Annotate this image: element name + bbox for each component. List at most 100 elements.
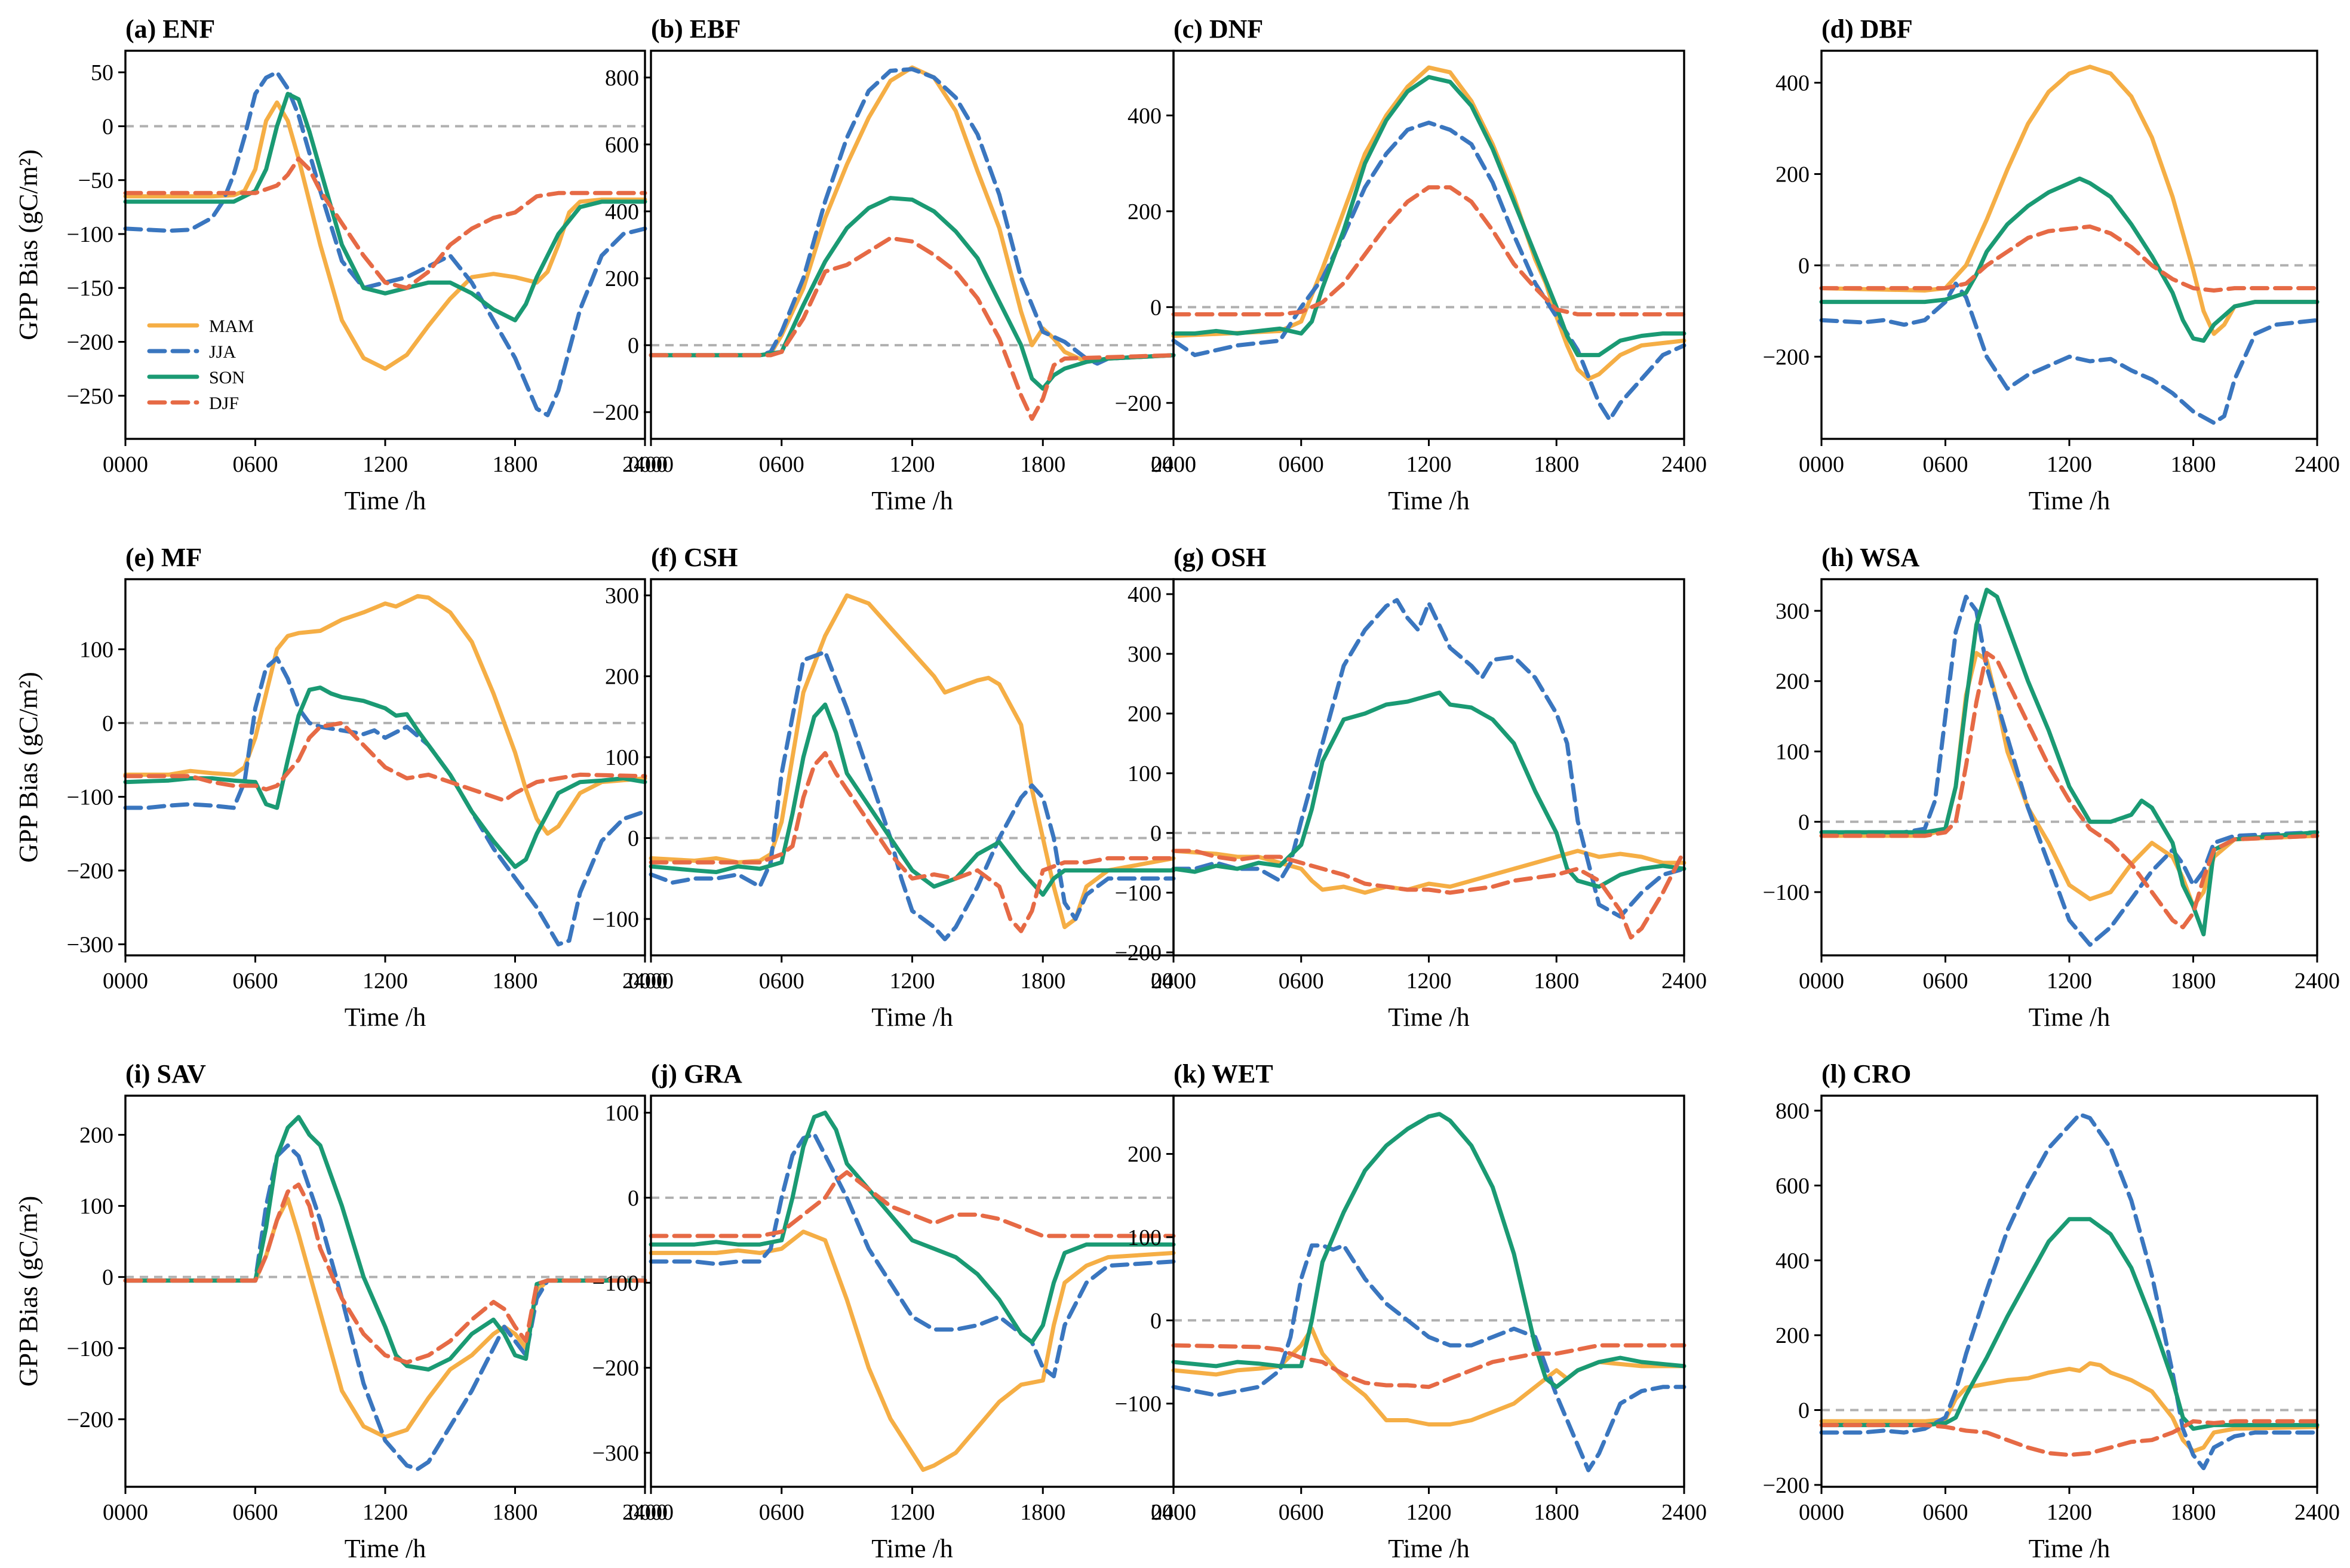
y-tick-label: 800 xyxy=(605,66,639,91)
plot-frame xyxy=(650,1094,1175,1488)
x-tick-label: 0600 xyxy=(1279,969,1324,994)
y-tick-label: 0 xyxy=(102,1265,113,1290)
x-tick-label: 2400 xyxy=(1661,452,1707,477)
y-tick-label: 300 xyxy=(1775,599,1810,624)
series-line-jja xyxy=(123,1143,647,1471)
subplot-5: (e) MF 0000 0600 1200 1800 2400 100 0 −100 −200 −3… xyxy=(14,543,668,1032)
x-tick-label: 1200 xyxy=(890,452,935,477)
subplot-2: (b) EBF 0000 0600 1200 1800 2400 800 600 400 200 0… xyxy=(592,14,1196,515)
plot-frame xyxy=(1820,578,2318,957)
x-tick-label: 2400 xyxy=(1661,1500,1707,1525)
series-line-djf xyxy=(1171,185,1687,316)
y-tick-label: 100 xyxy=(1128,1225,1162,1250)
series-line-son xyxy=(123,685,647,869)
x-axis-label: Time /h xyxy=(871,1003,953,1032)
x-tick-label: 1200 xyxy=(363,1500,408,1525)
y-tick-label: 200 xyxy=(1128,199,1162,225)
y-axis-label: GPP Bias (gC/m²) xyxy=(14,672,43,863)
x-tick-label: 2400 xyxy=(1151,969,1196,994)
x-tick-label: 1200 xyxy=(2047,452,2092,477)
series-line-jja xyxy=(649,650,1176,942)
x-tick-label: 2400 xyxy=(2294,452,2340,477)
x-tick-label: 0600 xyxy=(1279,452,1324,477)
series-line-mam xyxy=(123,594,647,836)
series-line-jja xyxy=(1819,1112,2320,1471)
series-line-mam xyxy=(123,1197,647,1440)
legend: MAM JJA SON DJF xyxy=(147,316,254,413)
series-line-djf xyxy=(1819,1419,2320,1458)
x-tick-label: 0000 xyxy=(1799,1500,1844,1525)
y-tick-label: −50 xyxy=(78,168,113,193)
series-line-son xyxy=(123,1115,647,1372)
y-tick-label: 0 xyxy=(1150,295,1162,320)
x-tick-label: 0600 xyxy=(1923,1500,1968,1525)
y-tick-label: 300 xyxy=(1128,642,1162,667)
y-tick-label: 0 xyxy=(628,1186,639,1211)
y-tick-label: −300 xyxy=(592,1441,639,1466)
subplot-11: (k) WET 0000 0600 1200 1800 2400 200 100 0 −100 Ti… xyxy=(1115,1059,1707,1563)
x-tick-label: 0000 xyxy=(628,1500,674,1525)
series-line-son xyxy=(649,1111,1176,1345)
subplot-title: (a) ENF xyxy=(125,14,215,44)
x-tick-label: 1200 xyxy=(1406,1500,1452,1525)
y-tick-label: 600 xyxy=(1775,1173,1810,1198)
subplot-4: (d) DBF 0000 0600 1200 1800 2400 400 200 0 −200 Ti… xyxy=(1763,14,2340,515)
x-tick-label: 0000 xyxy=(1799,969,1844,994)
y-tick-label: 0 xyxy=(102,114,113,139)
x-axis-label: Time /h xyxy=(1388,486,1470,515)
y-tick-label: −200 xyxy=(1115,940,1162,966)
x-tick-label: 1800 xyxy=(1534,452,1579,477)
x-tick-label: 1800 xyxy=(493,1500,538,1525)
series-line-djf xyxy=(649,1170,1176,1238)
series-line-mam xyxy=(649,65,1176,364)
y-tick-label: 200 xyxy=(1128,1142,1162,1167)
y-tick-label: 400 xyxy=(1775,1249,1810,1274)
x-tick-label: 1200 xyxy=(363,969,408,994)
y-tick-label: −250 xyxy=(67,384,113,409)
x-tick-label: 1200 xyxy=(890,1500,935,1525)
y-tick-label: −100 xyxy=(67,785,113,810)
x-tick-label: 0600 xyxy=(759,1500,804,1525)
subplot-title: (b) EBF xyxy=(651,14,741,44)
x-tick-label: 0600 xyxy=(1923,969,1968,994)
x-tick-label: 2400 xyxy=(622,969,668,994)
y-tick-label: 200 xyxy=(605,665,639,690)
series-line-djf xyxy=(1819,651,2320,930)
x-tick-label: 1800 xyxy=(1020,969,1065,994)
subplot-title: (k) WET xyxy=(1174,1059,1273,1089)
x-tick-label: 1200 xyxy=(1406,452,1452,477)
y-tick-label: 300 xyxy=(605,583,639,608)
series-line-mam xyxy=(1171,848,1687,895)
plot-frame xyxy=(124,50,646,440)
plot-frame xyxy=(1820,50,2318,440)
series-line-djf xyxy=(123,721,647,803)
x-tick-label: 1800 xyxy=(493,452,538,477)
legend-label-jja: JJA xyxy=(209,342,236,362)
y-tick-label: 200 xyxy=(1128,702,1162,727)
series-line-djf xyxy=(123,156,647,290)
subplot-title: (e) MF xyxy=(125,543,202,572)
y-tick-label: 0 xyxy=(1150,1308,1162,1333)
y-tick-label: −200 xyxy=(592,400,639,425)
legend-label-djf: DJF xyxy=(209,393,239,413)
y-tick-label: −200 xyxy=(1763,345,1810,370)
series-line-mam xyxy=(1819,64,2320,336)
subplot-title: (i) SAV xyxy=(125,1059,206,1089)
y-tick-label: 100 xyxy=(1775,740,1810,765)
y-tick-label: 200 xyxy=(1775,669,1810,694)
plot-frame xyxy=(650,50,1175,440)
plot-frame xyxy=(1172,1094,1685,1488)
y-tick-label: 100 xyxy=(79,1194,113,1219)
subplot-title: (c) DNF xyxy=(1174,14,1263,44)
plot-frame xyxy=(650,578,1175,957)
x-tick-label: 0600 xyxy=(759,452,804,477)
y-axis-label: GPP Bias (gC/m²) xyxy=(14,149,43,340)
y-tick-label: 0 xyxy=(1798,253,1810,278)
plot-frame xyxy=(124,1094,646,1488)
series-line-jja xyxy=(1171,598,1687,919)
x-axis-label: Time /h xyxy=(2029,1534,2111,1563)
series-line-jja xyxy=(123,656,647,946)
y-tick-label: −100 xyxy=(67,222,113,247)
